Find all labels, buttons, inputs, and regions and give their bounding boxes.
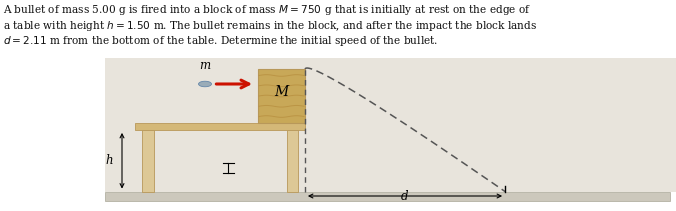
Bar (142, 130, 153, 192)
Text: M: M (274, 85, 289, 99)
Bar (287, 130, 298, 192)
Bar (258, 69, 305, 123)
Ellipse shape (199, 81, 212, 87)
Text: a table with height $h = 1.50$ m. The bullet remains in the block, and after the: a table with height $h = 1.50$ m. The bu… (3, 19, 537, 33)
Text: h: h (105, 154, 113, 167)
Text: $d = 2.11$ m from the bottom of the table. Determine the initial speed of the bu: $d = 2.11$ m from the bottom of the tabl… (3, 35, 438, 49)
Text: A bullet of mass 5.00 g is fired into a block of mass $M = 750$ g that is initia: A bullet of mass 5.00 g is fired into a … (3, 4, 531, 18)
Text: d: d (402, 190, 409, 203)
Bar (105, 192, 670, 201)
Bar (135, 123, 305, 130)
Text: m: m (199, 59, 210, 72)
Bar (105, 58, 676, 192)
